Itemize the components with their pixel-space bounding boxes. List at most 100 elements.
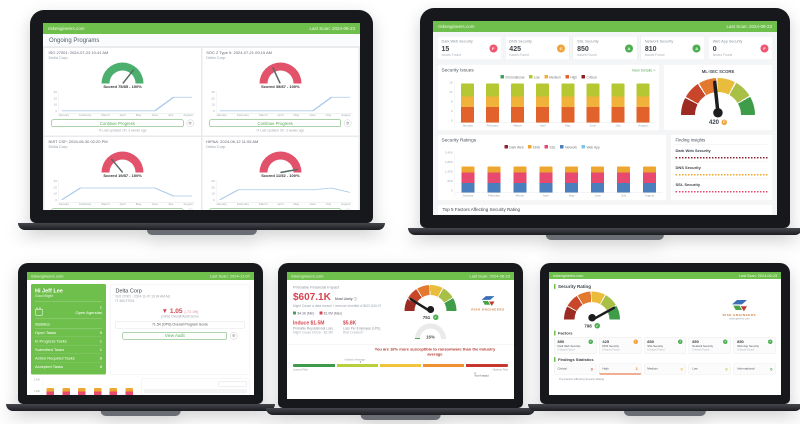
stats-row: Dark Web Security 15 F Issues Found DNS S…	[433, 32, 777, 64]
bar	[617, 166, 631, 193]
issues-found-label: Issues Found	[441, 53, 462, 58]
sidebar-item-open-tasks[interactable]: Open Tasks 5	[35, 329, 102, 338]
program-subtitle: Delta Corp	[48, 55, 68, 61]
table-search-input[interactable]	[218, 381, 247, 387]
audit-card: Delta Corp ISO 27001 - 2024-11-07 10:24 …	[110, 284, 250, 375]
gear-icon[interactable]: ⚙	[344, 208, 352, 210]
audit-meta: IT 460 27001	[115, 299, 135, 303]
axis-label: May	[135, 114, 142, 117]
continue-progress-button[interactable]: Continue Progress	[209, 119, 341, 127]
view-details-link[interactable]: View Details >	[631, 68, 656, 73]
program-subtitle: Delta Corp	[48, 144, 68, 150]
logo-name: RISK ENGINEERS	[722, 313, 756, 317]
gauge-needle	[110, 158, 124, 173]
panel-title: Finding Insights	[675, 138, 768, 145]
site-url: riskengineers.com	[553, 273, 584, 278]
brand-logo: RISK ENGINEERS riskengineers.com	[722, 299, 756, 320]
site-url: riskengineers.com	[438, 24, 475, 29]
continue-progress-button[interactable]: Continue Progress	[209, 208, 341, 210]
bar-segment	[536, 96, 550, 107]
axis-label: March	[513, 124, 522, 128]
agenda-count: 1	[99, 305, 102, 310]
continue-progress-button[interactable]: Continue Progress	[51, 119, 184, 127]
grade-badge: A	[692, 44, 701, 53]
bar-segment	[46, 388, 55, 392]
axis-label: August	[638, 124, 648, 128]
impact-subtitle: Might Cause a data breach / revenue shor…	[293, 304, 382, 309]
axis-label: April	[277, 203, 284, 206]
risk-score-gauge	[404, 285, 457, 313]
continue-progress-button[interactable]: Continue Progress	[51, 208, 184, 210]
bar-segment	[487, 172, 501, 183]
factor-card-ssl[interactable]: 850 ✓ SSL Security 0 Issues Found	[643, 337, 687, 354]
ml-sec-score-card: ML-SEC SCORE 420 C	[663, 64, 773, 131]
axis-label: 20	[53, 186, 57, 190]
open-agendas[interactable]: 1 Open Agendas	[35, 305, 102, 316]
chart-legend: Informational Low Medium High Critical	[442, 75, 656, 80]
bar	[109, 388, 118, 395]
gear-icon[interactable]: ⚙	[344, 119, 352, 127]
sidebar-item-accepted-tasks[interactable]: Accepted Tasks 8	[35, 364, 102, 369]
score-label: Scored 39/87 - 100%	[261, 84, 300, 90]
axis-label: 30	[211, 180, 215, 183]
program-subtitle: Delta Corp	[206, 144, 226, 150]
axis-label: 0	[213, 109, 215, 113]
gear-icon[interactable]: ⚙	[230, 331, 238, 340]
axis-label: 30	[211, 91, 215, 94]
finding-card-medium[interactable]: Medium 0	[643, 363, 687, 375]
bar-segment	[611, 83, 625, 97]
factor-card-dns[interactable]: 425! DNS Security 0 Issues Found	[598, 337, 642, 354]
bar-segment	[461, 172, 475, 183]
sidebar-item-submitted-tasks[interactable]: Submitted Tasks 1	[35, 346, 102, 355]
chart-legend: Dark Web DNS SSL Network Web App	[442, 145, 663, 150]
app-header: riskengineers.com Last Scan: 2024-08-23	[43, 23, 360, 34]
x-axis: January February March April May June July Augu…	[49, 202, 197, 206]
finding-card-critical[interactable]: Critical 0	[554, 363, 597, 375]
last-scan-label: Last Scan: 2024-08-23	[469, 273, 510, 279]
audit-score-caption: (OAS) Overall Audit Score	[161, 314, 199, 319]
finding-card-low[interactable]: Low 0	[688, 363, 732, 375]
program-card: ISO 27001: 2024-07-23 10:41 AM Delta Cor…	[44, 48, 201, 136]
axis-label: February	[79, 114, 92, 117]
bar-segment	[125, 391, 133, 395]
factor-card-web-app[interactable]: 850 ✓ Web App Security 0 Issues Found	[733, 337, 776, 354]
laptop-lid: riskengineers.com Last Scan: 2024-08-23 …	[30, 10, 373, 223]
finding-card-informational[interactable]: Informational 0	[733, 363, 776, 375]
axis-label: June	[589, 124, 597, 128]
stat-card-dns[interactable]: DNS Security 425 C Issues Found	[504, 36, 570, 60]
axis-label: February	[486, 124, 499, 128]
gear-icon[interactable]: ⚙	[186, 119, 194, 127]
sidebar-item-in-progress-tasks[interactable]: In Progress Tasks 1	[35, 337, 102, 346]
axis-label: August	[183, 203, 193, 206]
security-rating-gauge	[564, 291, 620, 322]
stat-value: 425	[509, 44, 521, 53]
section-accent	[554, 357, 556, 362]
stat-card-network[interactable]: Network Security 810 A Issues Found	[640, 36, 706, 60]
security-rating-value: 798	[584, 323, 592, 329]
gear-icon[interactable]: ⚙	[186, 208, 194, 210]
view-audit-button[interactable]: View Audit	[122, 331, 227, 340]
y-axis: 30 20 10 0	[51, 180, 59, 202]
finding-count: 0	[590, 366, 593, 372]
stat-card-ssl[interactable]: SSL Security 850 A Issues Found	[572, 36, 638, 60]
stat-card-dark-web[interactable]: Dark Web Security 15 F Issues Found	[437, 36, 502, 60]
bar-segment	[461, 183, 475, 193]
loss-per-employee-metric: $5.8K Loss Per Employee (LPE) Risk Creat…	[342, 320, 381, 335]
finding-card-high[interactable]: High 1	[598, 363, 642, 375]
company-name: Delta Corp	[115, 288, 142, 294]
legend-swatch-dark-web	[504, 145, 508, 149]
bar	[513, 166, 527, 193]
factor-card-network[interactable]: 850 ✓ Network Security 0 Issues Found	[688, 337, 732, 354]
factor-card-dark-web[interactable]: 850 ✓ Dark Web Security 0 Issues Found	[554, 337, 597, 354]
last-updated-note: ⟳ Last updated On: 3 weeks ago	[98, 129, 147, 133]
legend-swatch-network	[560, 145, 564, 149]
insight-item: DNS Security	[675, 162, 768, 179]
last-scan-label: Last Scan: 2024-08-23	[739, 273, 777, 278]
issues-found-label: Issues Found	[712, 53, 733, 58]
program-card: HIPAA: 2024-06-12 11:05 AM Delta Corp Sc…	[202, 137, 359, 210]
axis-label: August	[341, 114, 351, 117]
y-axis: 30 20 10 0	[51, 91, 59, 113]
sidebar-item-action-required-tasks[interactable]: Action Required Tasks 8	[35, 354, 102, 363]
grade-badge: F	[489, 44, 498, 53]
